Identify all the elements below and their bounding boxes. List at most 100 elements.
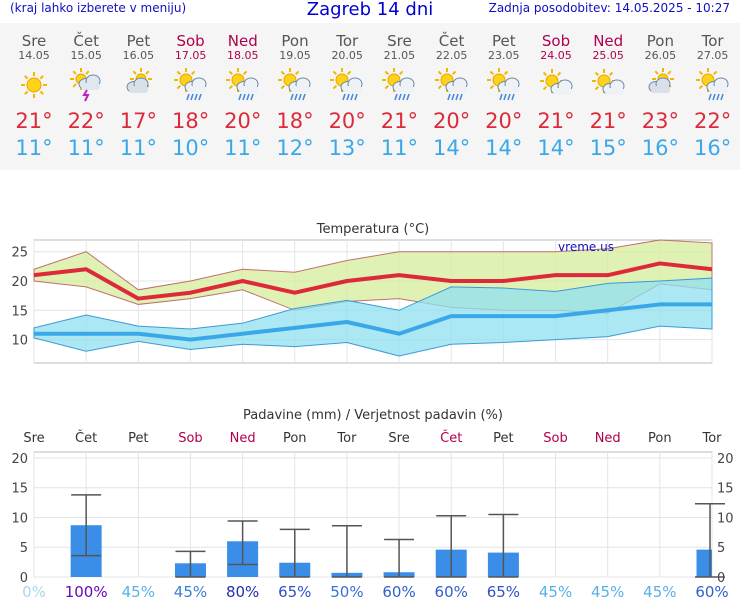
min-temp-line bbox=[34, 302, 712, 342]
category-label: Tor bbox=[336, 431, 357, 446]
y-tick-label: 15 bbox=[11, 304, 28, 319]
day-date: 19.05 bbox=[279, 49, 311, 62]
category-label: Sob bbox=[543, 431, 567, 446]
watermark-label: vreme.us bbox=[558, 240, 614, 254]
category-label: Pet bbox=[493, 431, 513, 446]
category-label: Tor bbox=[701, 431, 722, 446]
min-temp: 13° bbox=[328, 136, 366, 160]
temperature-chart-title: Temperatura (°C) bbox=[316, 222, 429, 237]
day-date: 20.05 bbox=[331, 49, 363, 62]
sun-rain-icon bbox=[687, 68, 739, 104]
min-temp: 11° bbox=[224, 136, 262, 160]
max-temp: 20° bbox=[432, 109, 471, 133]
rain-probability-label: 0% bbox=[22, 583, 46, 601]
location-hint[interactable]: (kraj lahko izberete v meniju) bbox=[10, 1, 187, 15]
plot-area bbox=[33, 451, 713, 578]
min-temp: 14° bbox=[432, 136, 471, 160]
day-name: Tor bbox=[336, 32, 359, 50]
thunder-icon bbox=[60, 68, 112, 104]
y-tick-label: 10 bbox=[11, 334, 28, 349]
min-temp: 11° bbox=[380, 136, 418, 160]
y-tick-label-right: 5 bbox=[717, 541, 725, 556]
cloud-sun-icon bbox=[112, 68, 164, 104]
rain-probability-label: 45% bbox=[539, 583, 572, 601]
category-label: Sre bbox=[23, 431, 44, 446]
y-tick-label: 20 bbox=[11, 275, 28, 290]
precipitation-bar bbox=[696, 549, 712, 577]
y-tick-label: 0 bbox=[20, 571, 28, 586]
min-temp: 11° bbox=[67, 136, 105, 160]
sun-rain-icon bbox=[373, 68, 425, 104]
max-temp: 21° bbox=[380, 109, 418, 133]
sun-icon bbox=[8, 68, 60, 104]
day-name: Sre bbox=[387, 32, 412, 50]
max-temp: 22° bbox=[67, 109, 105, 133]
day-date: 25.05 bbox=[592, 49, 624, 62]
sun-rain-icon bbox=[165, 68, 217, 104]
day-column: Sob 24.05 21° 14° bbox=[530, 23, 582, 162]
category-label: Čet bbox=[75, 430, 97, 446]
day-name: Pon bbox=[281, 32, 309, 50]
sun-rain-icon bbox=[426, 68, 478, 104]
min-temp: 16° bbox=[693, 136, 732, 160]
cloud-sun-icon bbox=[634, 68, 686, 104]
min-temp: 14° bbox=[485, 136, 523, 160]
day-column: Tor 20.05 20° 13° bbox=[321, 23, 373, 162]
rain-probability-label: 50% bbox=[330, 583, 363, 601]
min-temp: 11° bbox=[119, 136, 157, 160]
sun-rain-icon bbox=[321, 68, 373, 104]
rain-probability-label: 65% bbox=[278, 583, 311, 601]
page-title: Zagreb 14 dni bbox=[306, 0, 434, 20]
day-date: 27.05 bbox=[696, 49, 729, 62]
sun-cloud-icon bbox=[582, 68, 634, 104]
rain-probability-label: 100% bbox=[65, 583, 108, 601]
min-temp: 11° bbox=[15, 136, 53, 160]
y-tick-label-right: 15 bbox=[717, 482, 734, 497]
day-column: Ned 18.05 20° 11° bbox=[217, 23, 269, 162]
day-date: 17.05 bbox=[174, 49, 207, 62]
day-name: Sob bbox=[541, 32, 571, 50]
rain-probability-label: 45% bbox=[643, 583, 676, 601]
daily-forecast-strip: Sre 14.05 21° 11° Čet 15.05 22° 11° Pet … bbox=[0, 23, 740, 170]
day-column: Pet 16.05 17° 11° bbox=[112, 23, 164, 162]
day-name: Pet bbox=[126, 32, 151, 50]
rain-probability-label: 60% bbox=[695, 583, 728, 601]
category-label: Pon bbox=[648, 431, 672, 446]
rain-probability-label: 60% bbox=[382, 583, 415, 601]
day-name: Pet bbox=[491, 32, 516, 50]
day-column: Pon 26.05 23° 16° bbox=[634, 23, 686, 162]
day-name: Sob bbox=[176, 32, 205, 50]
max-temp: 23° bbox=[641, 109, 679, 133]
y-tick-label: 10 bbox=[11, 511, 28, 526]
category-label: Sre bbox=[388, 431, 409, 446]
precipitation-chart: Padavine (mm) / Verjetnost padavin (%) Sr… bbox=[11, 408, 734, 601]
category-label: Ned bbox=[595, 431, 621, 446]
day-date: 24.05 bbox=[540, 49, 572, 62]
rain-probability-label: 80% bbox=[226, 583, 259, 601]
day-column: Čet 15.05 22° 11° bbox=[60, 23, 112, 162]
sun-rain-icon bbox=[217, 68, 269, 104]
last-update-text: Zadnja posodobitev: 14.05.2025 - 10:27 bbox=[488, 1, 730, 15]
day-column: Ned 25.05 21° 15° bbox=[582, 23, 634, 162]
day-date: 23.05 bbox=[488, 49, 520, 62]
y-tick-label: 15 bbox=[11, 482, 28, 497]
day-column: Pet 23.05 20° 14° bbox=[478, 23, 530, 162]
y-tick-label: 20 bbox=[11, 452, 28, 467]
max-temp: 20° bbox=[224, 109, 262, 133]
min-temp: 15° bbox=[589, 136, 627, 160]
rain-probability-label: 65% bbox=[487, 583, 520, 601]
rain-probability-label: 60% bbox=[435, 583, 468, 601]
day-name: Ned bbox=[227, 32, 258, 50]
sun-cloud-icon bbox=[530, 68, 582, 104]
y-tick-label-right: 20 bbox=[717, 452, 734, 467]
max-temp: 21° bbox=[15, 109, 53, 133]
day-name: Sre bbox=[21, 32, 47, 50]
min-temp: 14° bbox=[537, 136, 575, 160]
max-temp: 17° bbox=[119, 109, 157, 133]
sun-rain-icon bbox=[269, 68, 321, 104]
min-temp: 12° bbox=[276, 136, 314, 160]
day-date: 22.05 bbox=[435, 49, 468, 62]
day-column: Pon 19.05 18° 12° bbox=[269, 23, 321, 162]
rain-probability-label: 45% bbox=[591, 583, 624, 601]
header-bar: (kraj lahko izberete v meniju) Zagreb 14… bbox=[0, 0, 740, 22]
